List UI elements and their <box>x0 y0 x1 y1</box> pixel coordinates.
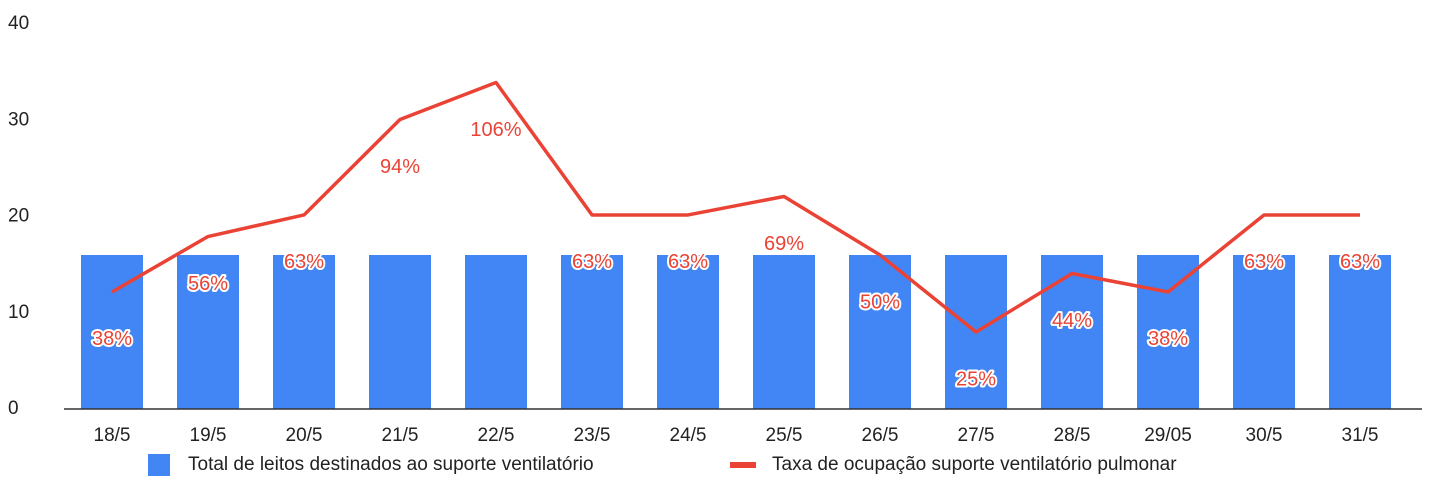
bar <box>1329 255 1391 409</box>
legend-swatch <box>730 462 756 468</box>
bar <box>465 255 527 409</box>
data-label: 56% <box>188 273 228 295</box>
data-label: 63% <box>572 251 612 273</box>
bar <box>177 255 239 409</box>
data-label: 63% <box>284 251 324 273</box>
bar <box>1233 255 1295 409</box>
data-label: 63% <box>1340 251 1380 273</box>
x-tick-label: 30/5 <box>1246 425 1283 446</box>
data-label: 38% <box>92 328 132 350</box>
bar <box>657 255 719 409</box>
x-tick-label: 31/5 <box>1342 425 1379 446</box>
x-tick-label: 18/5 <box>94 425 131 446</box>
x-tick-label: 21/5 <box>382 425 419 446</box>
data-label: 63% <box>1244 251 1284 273</box>
x-tick-label: 23/5 <box>574 425 611 446</box>
bar <box>369 255 431 409</box>
x-tick-label: 20/5 <box>286 425 323 446</box>
x-tick-label: 24/5 <box>670 425 707 446</box>
legend-swatch <box>148 454 170 476</box>
data-label: 38% <box>1148 328 1188 350</box>
x-tick-label: 27/5 <box>958 425 995 446</box>
line <box>111 80 1360 334</box>
legend-label: Taxa de ocupação suporte ventilatório pu… <box>772 454 1177 475</box>
x-tick-label: 26/5 <box>862 425 899 446</box>
y-tick-label: 10 <box>8 302 29 323</box>
bar <box>1137 255 1199 409</box>
data-label: 69% <box>764 233 804 255</box>
y-tick-label: 30 <box>8 109 29 130</box>
y-tick-label: 20 <box>8 206 29 227</box>
bar <box>849 255 911 409</box>
bar <box>1041 255 1103 409</box>
data-label: 50% <box>860 291 900 313</box>
data-label: 94% <box>380 156 420 178</box>
bar <box>561 255 623 409</box>
bar <box>273 255 335 409</box>
legend-label: Total de leitos destinados ao suporte ve… <box>188 454 594 475</box>
y-tick-label: 40 <box>8 13 29 34</box>
bar <box>753 255 815 409</box>
data-label: 106% <box>470 119 521 141</box>
data-label: 63% <box>668 251 708 273</box>
x-tick-label: 19/5 <box>190 425 227 446</box>
x-tick-label: 28/5 <box>1054 425 1091 446</box>
data-label: 44% <box>1052 310 1092 332</box>
data-label: 25% <box>956 368 996 390</box>
x-tick-label: 29/05 <box>1144 425 1192 446</box>
x-tick-label: 22/5 <box>478 425 515 446</box>
y-tick-label: 0 <box>8 398 19 419</box>
x-tick-label: 25/5 <box>766 425 803 446</box>
